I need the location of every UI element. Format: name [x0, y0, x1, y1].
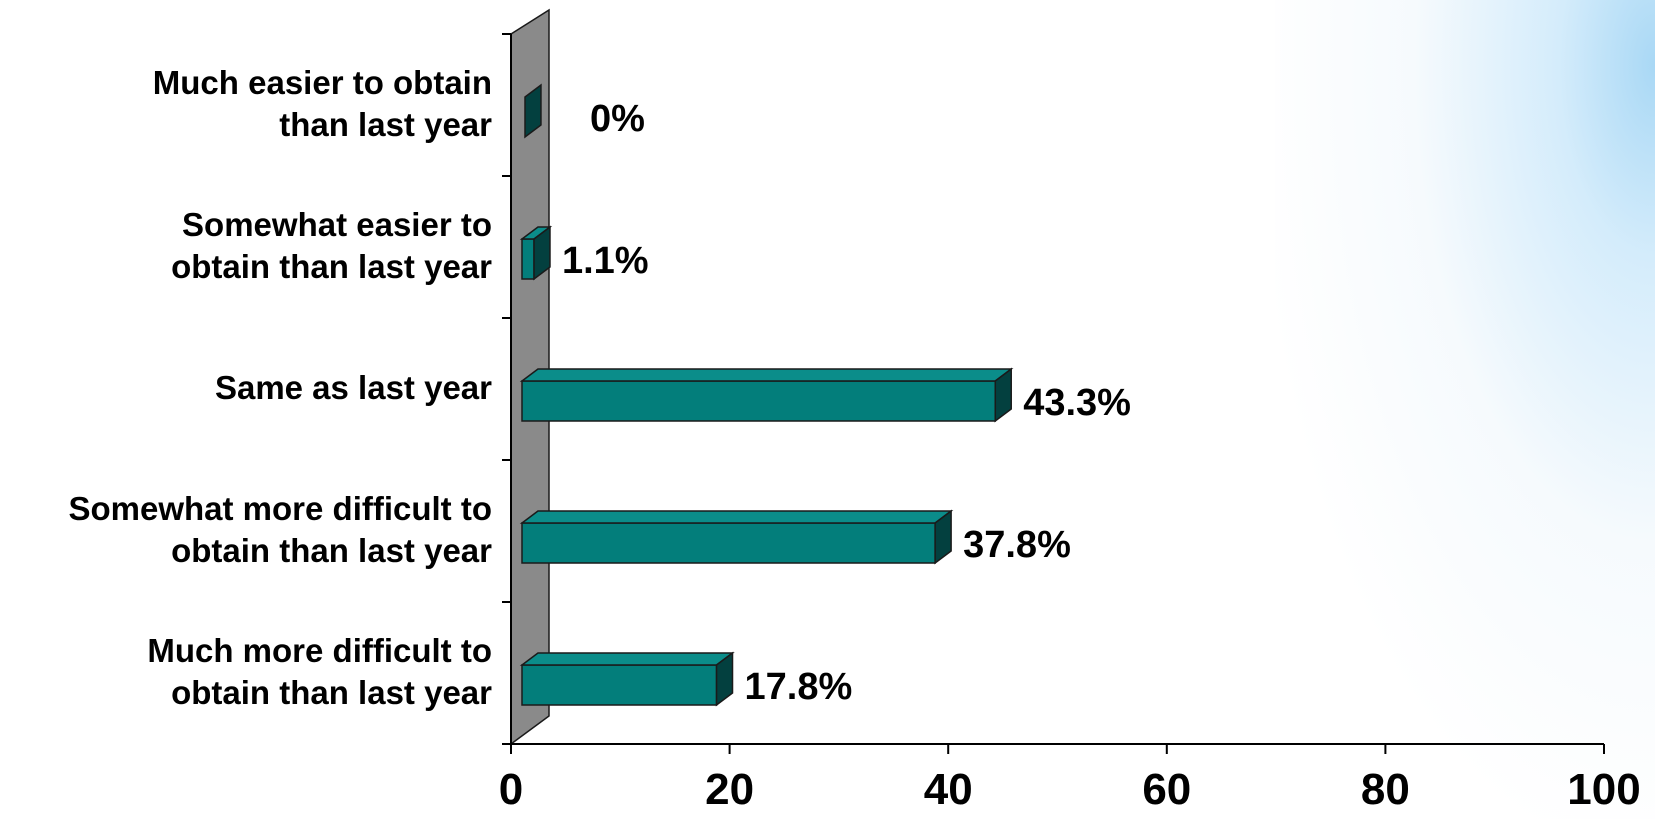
- x-tick-label: 40: [924, 765, 973, 814]
- category-label: Somewhat easier to: [182, 206, 492, 243]
- bar-front: [521, 522, 936, 564]
- x-tick-label: 80: [1361, 765, 1410, 814]
- bar-top: [519, 510, 954, 524]
- background-glow: [1275, 0, 1655, 819]
- data-label: 0%: [590, 98, 645, 140]
- bar-front: [521, 380, 997, 422]
- category-label: obtain than last year: [171, 674, 492, 711]
- x-tick-label: 20: [705, 765, 754, 814]
- bar-side: [715, 651, 734, 707]
- bar-front: [521, 664, 718, 706]
- x-tick-label: 100: [1567, 765, 1640, 814]
- bar-side: [524, 83, 542, 139]
- bar-top: [519, 652, 735, 666]
- data-label: 37.8%: [963, 524, 1071, 566]
- data-label: 43.3%: [1023, 382, 1131, 424]
- data-label: 1.1%: [562, 240, 649, 282]
- bar-side: [533, 225, 551, 281]
- bar-side: [934, 509, 952, 565]
- x-tick-label: 0: [499, 765, 523, 814]
- category-label: Much easier to obtain: [153, 64, 492, 101]
- bar-front: [521, 238, 535, 280]
- category-label: Much more difficult to: [147, 632, 492, 669]
- category-label: obtain than last year: [171, 532, 492, 569]
- bar-top: [519, 368, 1014, 382]
- category-label: Somewhat more difficult to: [68, 490, 492, 527]
- bar-side: [994, 367, 1012, 423]
- category-label: obtain than last year: [171, 248, 492, 285]
- category-label: Same as last year: [215, 369, 492, 406]
- data-label: 17.8%: [745, 666, 853, 708]
- category-label: than last year: [279, 106, 492, 143]
- x-tick-label: 60: [1142, 765, 1191, 814]
